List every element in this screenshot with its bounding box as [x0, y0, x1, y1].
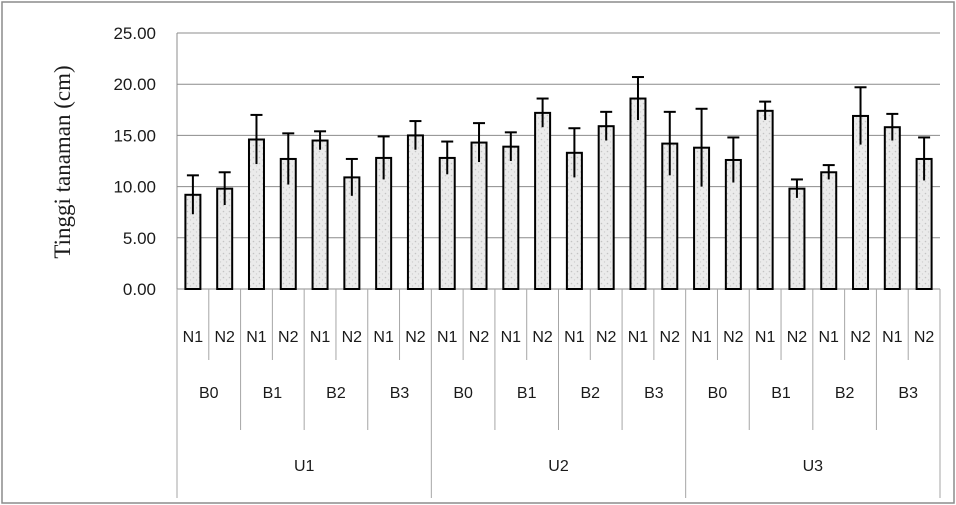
x-tick-label-n: N2 — [660, 329, 681, 346]
error-bar — [377, 135, 390, 180]
bar — [788, 187, 806, 290]
bar — [438, 156, 456, 290]
bar — [406, 134, 424, 290]
x-tick-label-n: N2 — [914, 329, 935, 346]
x-tick-label-n: N1 — [183, 329, 204, 346]
x-tick-label-n: N1 — [246, 329, 267, 346]
x-tick-label-n: N1 — [882, 329, 903, 346]
bar — [820, 171, 838, 291]
error-bar — [314, 130, 327, 150]
y-tick-label: 20.00 — [113, 75, 156, 94]
error-bar — [250, 113, 263, 165]
x-tick-label-b: B0 — [453, 385, 473, 402]
y-axis-title: Tinggi tanaman (cm) — [50, 65, 75, 258]
bar — [756, 109, 774, 290]
error-bar — [663, 110, 676, 176]
x-tick-label-n: N1 — [501, 329, 522, 346]
error-bar — [282, 132, 295, 185]
x-tick-label-n: N1 — [373, 329, 394, 346]
x-tick-label-b: B3 — [898, 385, 918, 402]
bar — [470, 141, 488, 290]
x-tick-label-n: N1 — [819, 329, 840, 346]
x-tick-label-u: U2 — [548, 458, 569, 475]
error-bar — [345, 157, 358, 196]
x-tick-label-n: N2 — [723, 329, 744, 346]
error-bar — [727, 136, 740, 183]
x-tick-label-n: N2 — [850, 329, 871, 346]
x-tick-label-b: B2 — [581, 385, 601, 402]
x-tick-label-b: B1 — [517, 385, 537, 402]
x-tick-label-n: N1 — [310, 329, 331, 346]
x-tick-label-n: N1 — [691, 329, 712, 346]
y-tick-label: 15.00 — [113, 126, 156, 145]
x-tick-label-n: N1 — [628, 329, 649, 346]
error-bar — [186, 174, 199, 215]
y-tick-label: 5.00 — [123, 229, 156, 248]
x-tick-label-b: B0 — [199, 385, 219, 402]
error-bar — [918, 136, 931, 181]
y-tick-label: 10.00 — [113, 178, 156, 197]
x-tick-label-n: N2 — [469, 329, 490, 346]
bar — [883, 126, 901, 291]
x-tick-label-b: B2 — [326, 385, 346, 402]
bar — [502, 145, 520, 290]
x-tick-label-n: N2 — [787, 329, 808, 346]
error-bar — [536, 97, 549, 128]
x-tick-label-n: N2 — [342, 329, 363, 346]
error-bar — [441, 140, 454, 175]
x-tick-label-n: N2 — [596, 329, 617, 346]
error-bar — [473, 122, 486, 163]
x-tick-label-n: N2 — [214, 329, 235, 346]
bars — [184, 76, 933, 291]
error-bar — [854, 86, 867, 145]
error-bar — [790, 178, 803, 198]
x-tick-label-b: B2 — [835, 385, 855, 402]
error-bar — [409, 120, 422, 150]
x-tick-label-n: N1 — [755, 329, 776, 346]
y-axis-ticks: 0.00 5.00 10.00 15.00 20.00 25.00 — [113, 24, 156, 299]
error-bar — [822, 164, 835, 180]
x-tick-label-b: B1 — [263, 385, 283, 402]
bar — [629, 97, 647, 291]
x-tick-label-n: N2 — [405, 329, 426, 346]
y-tick-label: 25.00 — [113, 24, 156, 43]
x-tick-label-n: N1 — [437, 329, 458, 346]
error-bar — [600, 110, 613, 141]
error-bar — [695, 107, 708, 187]
error-bar — [759, 100, 772, 121]
x-tick-label-n: N2 — [278, 329, 299, 346]
y-tick-label: 0.00 — [123, 280, 156, 299]
x-tick-label-n: N2 — [532, 329, 553, 346]
x-tick-label-u: U1 — [294, 458, 315, 475]
error-bar — [631, 76, 644, 121]
error-bar — [504, 131, 517, 161]
x-tick-label-b: B1 — [771, 385, 791, 402]
bar — [311, 139, 329, 290]
x-tick-label-n: N1 — [564, 329, 585, 346]
x-tick-label-b: B3 — [390, 385, 410, 402]
error-bar — [218, 171, 231, 206]
x-tick-label-b: B0 — [708, 385, 728, 402]
error-bar — [568, 127, 581, 178]
x-axis-labels: N1 N2 N1 N2 N1 N2 N1 N2 N1 N2 N1 N2 N1 N2 N1 N2 N1 N2 N1 N2… — [176, 289, 941, 498]
error-bar — [886, 112, 899, 141]
x-tick-label-u: U3 — [803, 458, 824, 475]
x-tick-label-b: B3 — [644, 385, 664, 402]
bar — [597, 125, 615, 290]
bar — [534, 111, 552, 291]
